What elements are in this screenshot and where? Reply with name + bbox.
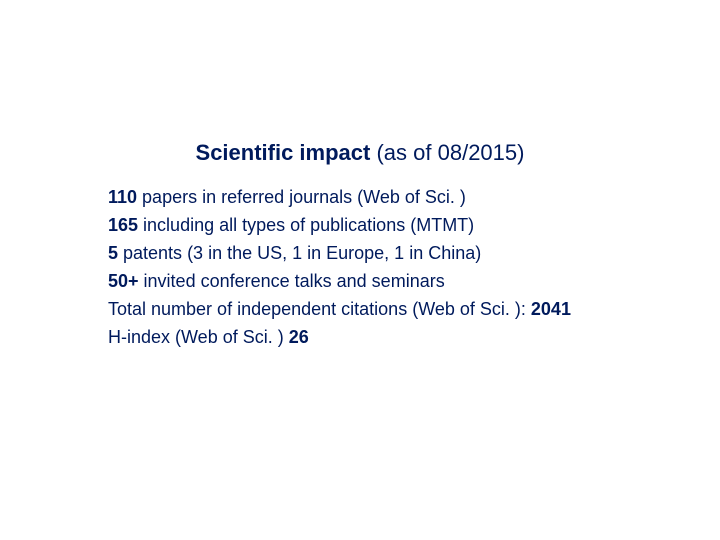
stat-line-2: 165 including all types of publications … [108, 212, 648, 238]
stat-text: papers in referred journals (Web of Sci.… [137, 187, 466, 207]
stat-line-4: 50+ invited conference talks and seminar… [108, 268, 648, 294]
stat-line-3: 5 patents (3 in the US, 1 in Europe, 1 i… [108, 240, 648, 266]
stat-text: including all types of publications (MTM… [138, 215, 474, 235]
stat-line-5: Total number of independent citations (W… [108, 296, 648, 322]
slide: Scientific impact (as of 08/2015) 110 pa… [0, 0, 720, 540]
stat-value: 5 [108, 243, 118, 263]
stat-text: invited conference talks and seminars [139, 271, 445, 291]
stat-value: 110 [108, 187, 137, 207]
title-bold: Scientific impact [196, 140, 371, 165]
title-rest: (as of 08/2015) [370, 140, 524, 165]
stat-text: patents (3 in the US, 1 in Europe, 1 in … [118, 243, 481, 263]
stat-value: 26 [289, 327, 309, 347]
stat-value: 2041 [531, 299, 571, 319]
content-block: 110 papers in referred journals (Web of … [108, 184, 648, 353]
stat-line-1: 110 papers in referred journals (Web of … [108, 184, 648, 210]
stat-value: 50+ [108, 271, 139, 291]
stat-line-6: H-index (Web of Sci. ) 26 [108, 324, 648, 350]
stat-text: H-index (Web of Sci. ) [108, 327, 289, 347]
slide-title: Scientific impact (as of 08/2015) [0, 140, 720, 166]
stat-value: 165 [108, 215, 138, 235]
stat-text: Total number of independent citations (W… [108, 299, 531, 319]
